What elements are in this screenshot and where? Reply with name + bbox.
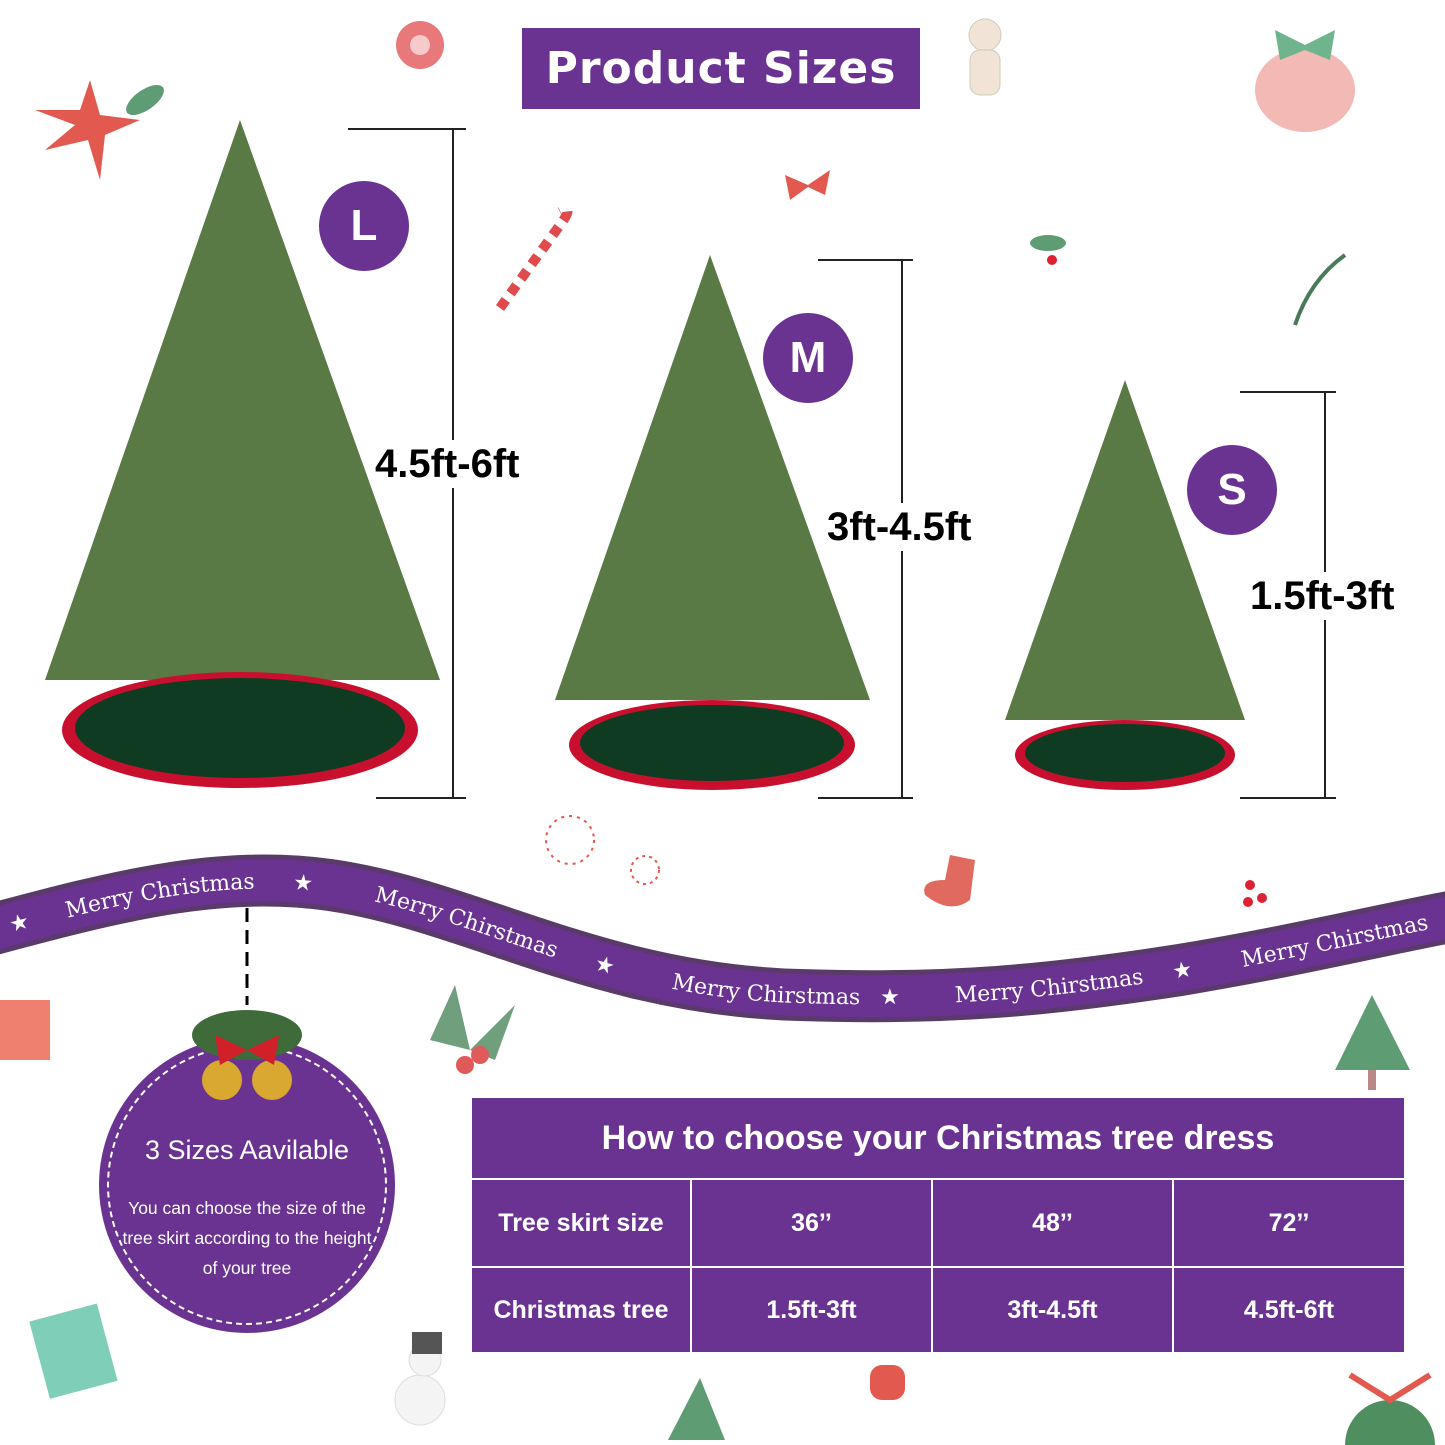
table-cell: 48’’ (931, 1180, 1172, 1266)
ornament-bottom-icon (1345, 1372, 1435, 1445)
table-row: Christmas tree 1.5ft-3ft 3ft-4.5ft 4.5ft… (472, 1266, 1404, 1352)
bow-icon (785, 170, 830, 200)
snowman-icon (394, 1332, 446, 1426)
hanging-ornament-icon (1255, 30, 1355, 132)
branch-icon (1293, 253, 1347, 326)
candy-cane-icon (495, 205, 573, 311)
table-cell: 36’’ (690, 1180, 931, 1266)
size-badge-m: M (763, 313, 853, 403)
star-icon: ★ (292, 870, 314, 896)
info-heading: 3 Sizes Aavilable (144, 1135, 350, 1165)
table-cell: 1.5ft-3ft (690, 1268, 931, 1352)
size-range-s: 1.5ft-3ft (1250, 572, 1395, 620)
holly-large-icon (430, 985, 515, 1074)
tree-small (1005, 380, 1245, 790)
size-range-m: 3ft-4.5ft (827, 503, 972, 551)
svg-text:★: ★ (292, 870, 314, 896)
table-cell: 3ft-4.5ft (931, 1268, 1172, 1352)
page-title: Product Sizes (522, 28, 920, 109)
star-icon: ★ (880, 985, 900, 1010)
holly-icon (1030, 235, 1066, 265)
tree-medium (555, 255, 870, 790)
ornament-icon (396, 21, 444, 69)
size-badge-l: L (319, 181, 409, 271)
poinsettia-icon (35, 80, 164, 180)
row-label: Tree skirt size (498, 1208, 664, 1237)
berries-icon (1243, 880, 1267, 907)
snowflake-icon (545, 815, 660, 885)
tiny-tree-icon (668, 1378, 725, 1440)
svg-text:★: ★ (880, 985, 900, 1010)
info-text: You can choose the size of the tree skir… (122, 1198, 372, 1278)
size-badge-s: S (1187, 445, 1277, 535)
table-cell: 4.5ft-6ft (1172, 1268, 1404, 1352)
svg-text:★: ★ (1171, 957, 1195, 985)
tree-large (45, 120, 440, 788)
sizes-info-badge: 3 Sizes Aavilable You can choose the siz… (99, 1037, 395, 1333)
gingerbread-icon (968, 18, 1002, 96)
small-tree-icon (1335, 995, 1410, 1090)
star-icon: ★ (1171, 957, 1195, 985)
gift-icon (0, 1000, 118, 1399)
size-guide-table: How to choose your Christmas tree dress … (472, 1098, 1404, 1352)
mitten-icon (870, 1365, 905, 1400)
table-row: Tree skirt size 36’’ 48’’ 72’’ (472, 1180, 1404, 1266)
table-title: How to choose your Christmas tree dress (472, 1098, 1404, 1180)
size-range-l: 4.5ft-6ft (375, 440, 520, 488)
row-label: Christmas tree (493, 1295, 669, 1324)
stocking-icon (924, 855, 975, 907)
table-cell: 72’’ (1172, 1180, 1404, 1266)
